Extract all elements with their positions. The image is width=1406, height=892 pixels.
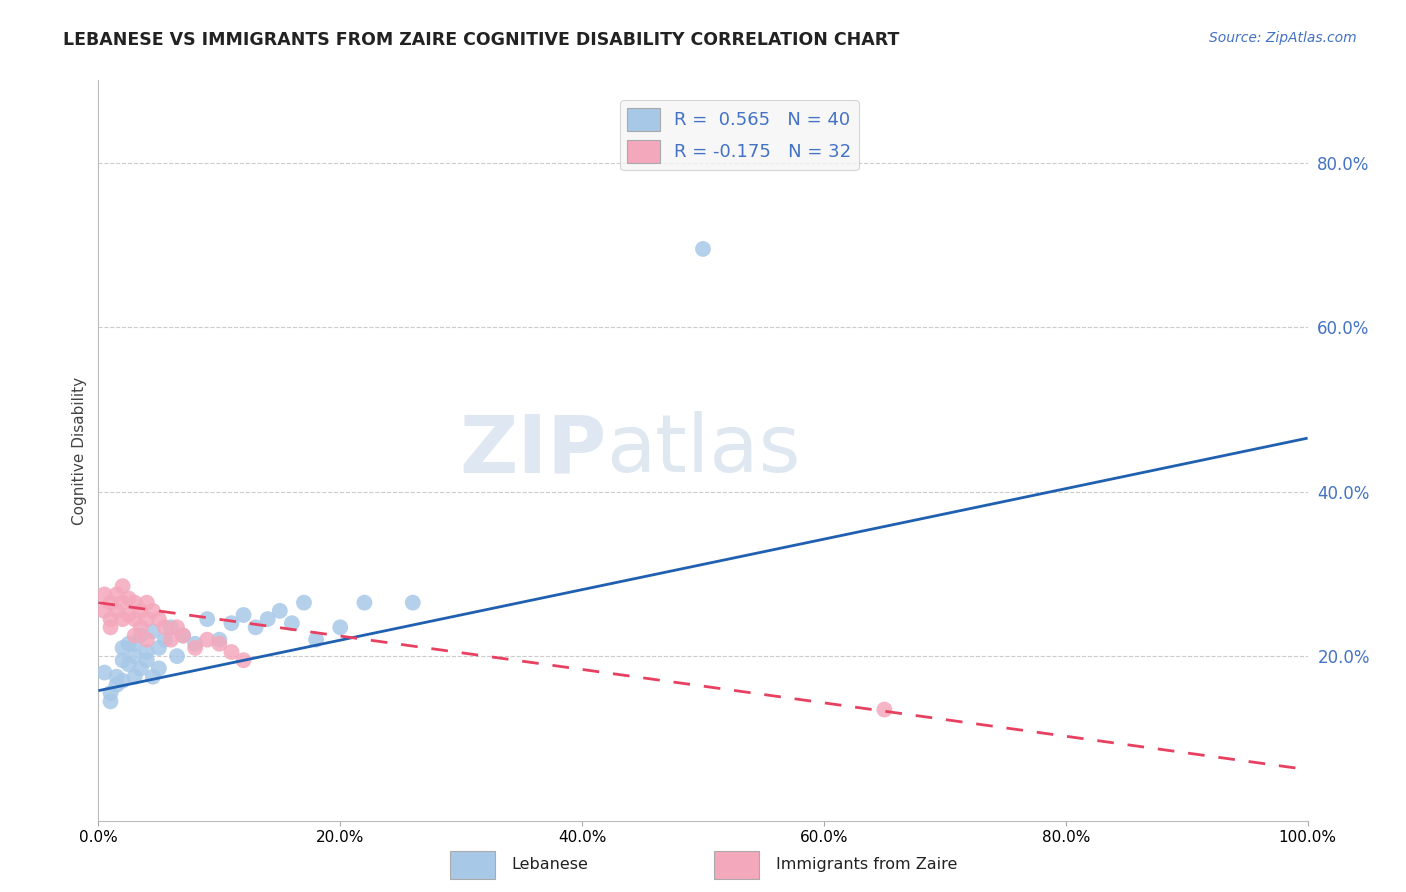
Point: [129, 628, 152, 642]
Point: [195, 612, 218, 626]
Point: [160, 632, 183, 647]
Point: [221, 645, 243, 659]
Point: [100, 612, 122, 626]
Point: [148, 661, 170, 675]
Point: [402, 596, 425, 610]
Text: atlas: atlas: [606, 411, 800, 490]
Point: [118, 607, 141, 622]
Point: [142, 604, 165, 618]
Point: [124, 612, 146, 626]
Point: [245, 620, 267, 634]
Point: [148, 612, 170, 626]
Point: [118, 591, 141, 606]
Point: [124, 649, 146, 664]
Point: [281, 616, 304, 631]
Point: [269, 604, 291, 618]
Point: [305, 632, 328, 647]
Point: [105, 587, 128, 601]
Point: [118, 637, 141, 651]
Point: [166, 649, 188, 664]
Point: [208, 632, 231, 647]
Point: [111, 653, 134, 667]
Point: [153, 620, 176, 634]
Point: [208, 637, 231, 651]
Point: [692, 242, 714, 256]
Point: [135, 612, 157, 626]
Point: [221, 616, 243, 631]
Point: [292, 596, 315, 610]
Point: [148, 640, 170, 655]
Point: [195, 632, 218, 647]
Point: [100, 596, 122, 610]
Point: [124, 670, 146, 684]
Point: [93, 587, 115, 601]
Point: [135, 632, 157, 647]
Point: [256, 612, 278, 626]
Point: [105, 678, 128, 692]
Point: [166, 620, 188, 634]
Point: [232, 607, 254, 622]
Text: ZIP: ZIP: [458, 411, 606, 490]
Point: [105, 670, 128, 684]
Y-axis label: Cognitive Disability: Cognitive Disability: [72, 376, 87, 524]
Point: [129, 661, 152, 675]
Point: [100, 694, 122, 708]
Point: [142, 624, 165, 639]
Point: [153, 632, 176, 647]
Point: [873, 703, 896, 717]
Legend: R =  0.565   N = 40, R = -0.175   N = 32: R = 0.565 N = 40, R = -0.175 N = 32: [620, 101, 859, 170]
Point: [135, 645, 157, 659]
Point: [142, 670, 165, 684]
Point: [129, 604, 152, 618]
Point: [124, 628, 146, 642]
Point: [111, 579, 134, 593]
Point: [100, 686, 122, 700]
Text: Immigrants from Zaire: Immigrants from Zaire: [776, 857, 957, 872]
Point: [172, 628, 194, 642]
Point: [118, 657, 141, 672]
Point: [329, 620, 352, 634]
Point: [172, 628, 194, 642]
Point: [111, 673, 134, 688]
Point: [111, 596, 134, 610]
Point: [93, 665, 115, 680]
Text: LEBANESE VS IMMIGRANTS FROM ZAIRE COGNITIVE DISABILITY CORRELATION CHART: LEBANESE VS IMMIGRANTS FROM ZAIRE COGNIT…: [63, 31, 900, 49]
Point: [111, 612, 134, 626]
Text: Source: ZipAtlas.com: Source: ZipAtlas.com: [1209, 31, 1357, 45]
Point: [124, 637, 146, 651]
Point: [105, 604, 128, 618]
Point: [100, 620, 122, 634]
Point: [232, 653, 254, 667]
FancyBboxPatch shape: [450, 851, 495, 879]
Point: [184, 640, 207, 655]
Point: [160, 620, 183, 634]
Point: [353, 596, 375, 610]
Point: [135, 653, 157, 667]
Point: [124, 596, 146, 610]
Point: [111, 640, 134, 655]
Text: Lebanese: Lebanese: [512, 857, 589, 872]
Point: [93, 604, 115, 618]
Point: [135, 596, 157, 610]
Point: [184, 637, 207, 651]
FancyBboxPatch shape: [714, 851, 759, 879]
Point: [129, 620, 152, 634]
